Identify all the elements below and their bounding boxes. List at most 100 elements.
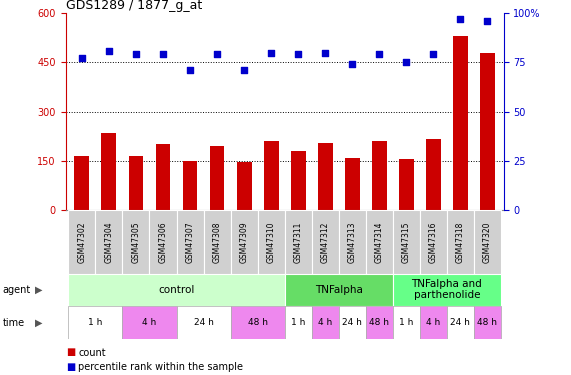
Bar [176,210,203,274]
Text: GSM47316: GSM47316 [429,221,438,262]
Bar [264,141,279,210]
Text: GSM47312: GSM47312 [321,221,329,262]
Bar [399,159,414,210]
Point [186,67,195,73]
Bar [447,306,474,339]
Point [483,18,492,24]
Bar [366,306,393,339]
Text: 1 h: 1 h [291,318,305,327]
Bar [453,36,468,210]
Text: ■: ■ [66,348,75,357]
Bar [339,210,366,274]
Bar [231,210,258,274]
Bar [95,210,122,274]
Bar [345,158,360,210]
Bar [176,306,231,339]
Text: 4 h: 4 h [426,318,440,327]
Bar [317,143,333,210]
Bar [312,210,339,274]
Point [456,16,465,22]
Text: 48 h: 48 h [248,318,268,327]
Text: GSM47306: GSM47306 [159,221,167,262]
Text: 24 h: 24 h [451,318,471,327]
Text: 48 h: 48 h [477,318,497,327]
Bar [236,162,252,210]
Bar [426,140,441,210]
Text: control: control [158,285,195,295]
Bar [291,151,305,210]
Bar [366,210,393,274]
Text: ▶: ▶ [35,318,43,327]
Bar [69,274,285,306]
Text: 24 h: 24 h [342,318,362,327]
Text: GSM47311: GSM47311 [293,221,303,262]
Point [429,51,438,57]
Text: ▶: ▶ [35,285,43,295]
Point [375,51,384,57]
Bar [69,306,122,339]
Point [348,61,357,68]
Text: 48 h: 48 h [369,318,389,327]
Text: agent: agent [3,285,31,295]
Text: TNFalpha: TNFalpha [315,285,363,295]
Text: 4 h: 4 h [142,318,156,327]
Bar [69,210,95,274]
Text: TNFalpha and
parthenolide: TNFalpha and parthenolide [412,279,482,300]
Text: GSM47304: GSM47304 [104,221,114,262]
Bar [393,274,501,306]
Text: 1 h: 1 h [88,318,103,327]
Bar [285,210,312,274]
Bar [258,210,285,274]
Text: GSM47314: GSM47314 [375,221,384,262]
Bar [285,306,312,339]
Point [212,51,222,57]
Point [267,50,276,55]
Text: GSM47309: GSM47309 [240,221,248,262]
Text: GSM47320: GSM47320 [483,221,492,262]
Bar [150,210,176,274]
Bar [420,306,447,339]
Point [402,59,411,65]
Text: 1 h: 1 h [399,318,413,327]
Bar [128,156,143,210]
Bar [155,144,170,210]
Text: GSM47305: GSM47305 [131,221,140,262]
Bar [339,306,366,339]
Text: GSM47310: GSM47310 [267,221,276,262]
Text: 24 h: 24 h [194,318,214,327]
Bar [474,210,501,274]
Text: time: time [3,318,25,327]
Text: percentile rank within the sample: percentile rank within the sample [78,362,243,372]
Point [239,67,248,73]
Bar [474,306,501,339]
Point [104,48,114,54]
Text: GSM47308: GSM47308 [212,221,222,262]
Bar [122,210,150,274]
Text: GDS1289 / 1877_g_at: GDS1289 / 1877_g_at [66,0,202,12]
Bar [372,141,387,210]
Text: 4 h: 4 h [318,318,332,327]
Bar [447,210,474,274]
Bar [203,210,231,274]
Bar [285,274,393,306]
Bar [183,161,198,210]
Text: GSM47302: GSM47302 [78,221,86,262]
Point [293,51,303,57]
Bar [393,210,420,274]
Text: GSM47318: GSM47318 [456,221,465,262]
Bar [231,306,285,339]
Text: GSM47315: GSM47315 [402,221,411,262]
Point [131,51,140,57]
Bar [420,210,447,274]
Bar [102,133,116,210]
Bar [393,306,420,339]
Bar [312,306,339,339]
Bar [74,156,89,210]
Point [77,56,86,62]
Bar [122,306,176,339]
Text: ■: ■ [66,362,75,372]
Point [158,51,167,57]
Text: GSM47313: GSM47313 [348,221,357,262]
Bar [210,146,224,210]
Bar [480,53,495,210]
